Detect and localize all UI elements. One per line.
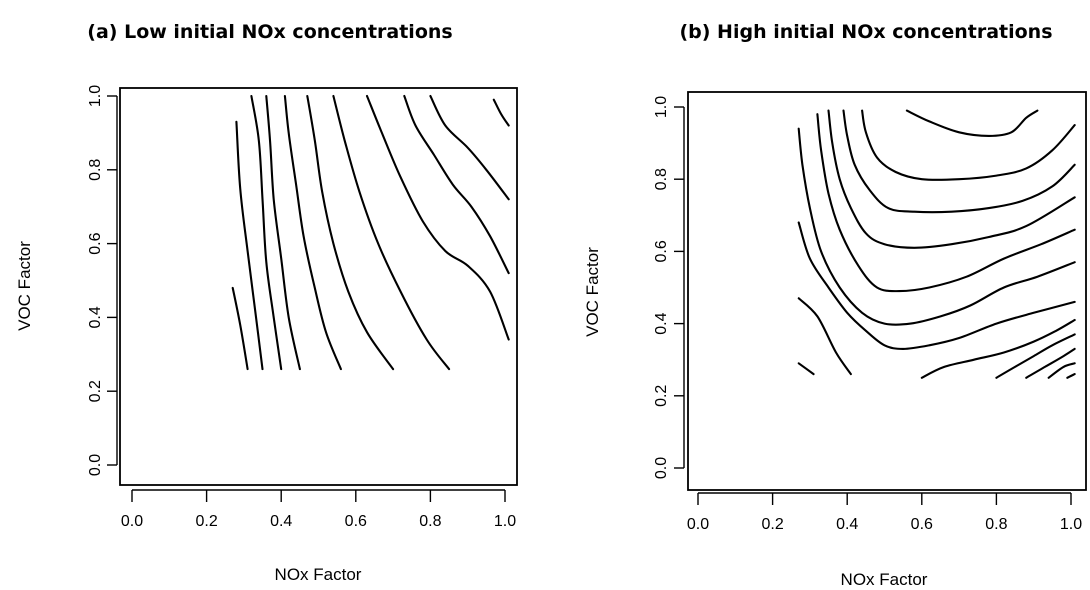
contour-line-2 xyxy=(797,297,852,376)
contour-line-11 xyxy=(403,94,510,275)
contour-line-1 xyxy=(797,362,815,376)
x-tick-label: 0.0 xyxy=(121,513,143,530)
panel-a: (a) Low initial NOx concentrations 0.0 0.… xyxy=(15,21,518,584)
contour-line-4 xyxy=(797,127,1076,326)
contour-line-1 xyxy=(231,286,249,371)
panel-a-title: (a) Low initial NOx concentrations xyxy=(87,21,452,43)
panel-b-contours xyxy=(797,109,1076,379)
y-tick-label: 1.0 xyxy=(653,96,670,118)
contour-line-8 xyxy=(365,94,510,341)
y-tick-label: 0.4 xyxy=(87,306,104,328)
contour-line-10 xyxy=(920,318,1076,379)
panel-b-x-axis-title: NOx Factor xyxy=(841,570,928,589)
x-tick-label: 0.8 xyxy=(985,516,1007,533)
panel-a-x-axis-title: NOx Factor xyxy=(275,565,362,584)
panel-a-y-axis-title: VOC Factor xyxy=(15,241,34,331)
y-tick-label: 0.6 xyxy=(653,240,670,262)
contour-line-3 xyxy=(250,94,283,371)
x-tick-label: 0.0 xyxy=(687,516,709,533)
contour-line-13 xyxy=(1047,362,1076,379)
x-tick-label: 0.2 xyxy=(195,513,217,530)
y-tick-label: 0.2 xyxy=(87,380,104,402)
panel-b: (b) High initial NOx concentrations 0.0 0… xyxy=(583,21,1087,589)
contour-line-7 xyxy=(842,109,1076,214)
contour-line-2 xyxy=(235,120,264,371)
y-tick-label: 0.4 xyxy=(653,312,670,334)
x-tick-label: 0.2 xyxy=(761,516,783,533)
panel-a-contours xyxy=(231,94,510,371)
contour-line-5 xyxy=(283,94,342,371)
panel-a-x-axis: 0.0 0.2 0.4 0.6 0.8 1.0 xyxy=(121,489,516,530)
panel-b-x-axis: 0.0 0.2 0.4 0.6 0.8 1.0 xyxy=(687,492,1082,533)
panel-b-title: (b) High initial NOx concentrations xyxy=(679,21,1052,43)
contour-line-4 xyxy=(265,94,301,371)
y-tick-label: 0.0 xyxy=(87,454,104,476)
panel-b-plot-frame xyxy=(687,91,1087,491)
contour-line-10 xyxy=(492,98,510,127)
x-tick-label: 1.0 xyxy=(494,513,516,530)
x-tick-label: 0.4 xyxy=(270,513,292,530)
contour-line-11 xyxy=(995,333,1076,379)
y-tick-label: 0.8 xyxy=(87,159,104,181)
x-tick-label: 0.4 xyxy=(836,516,858,533)
contour-line-6 xyxy=(827,109,1076,249)
y-tick-label: 0.6 xyxy=(87,232,104,254)
y-tick-label: 1.0 xyxy=(87,85,104,107)
panel-a-plot-frame xyxy=(119,87,518,486)
contour-line-9 xyxy=(429,94,510,201)
contour-line-5 xyxy=(816,113,1076,293)
contour-line-6 xyxy=(306,94,395,371)
y-tick-label: 0.2 xyxy=(653,385,670,407)
x-tick-label: 0.8 xyxy=(419,513,441,530)
contour-line-14 xyxy=(1066,373,1076,379)
y-tick-label: 0.0 xyxy=(653,457,670,479)
panel-b-y-axis: 0.0 0.2 0.4 0.6 0.8 1.0 xyxy=(653,96,685,479)
x-tick-label: 0.6 xyxy=(345,513,367,530)
contour-line-7 xyxy=(332,94,451,371)
y-tick-label: 0.8 xyxy=(653,168,670,190)
contour-line-3 xyxy=(797,221,1076,350)
panel-a-y-axis: 0.0 0.2 0.4 0.6 0.8 1.0 xyxy=(87,85,118,476)
x-tick-label: 0.6 xyxy=(911,516,933,533)
x-tick-label: 1.0 xyxy=(1060,516,1082,533)
contour-line-8 xyxy=(861,109,1076,181)
contour-line-12 xyxy=(1025,347,1076,379)
contour-line-9 xyxy=(905,109,1039,137)
panel-b-y-axis-title: VOC Factor xyxy=(583,247,602,337)
